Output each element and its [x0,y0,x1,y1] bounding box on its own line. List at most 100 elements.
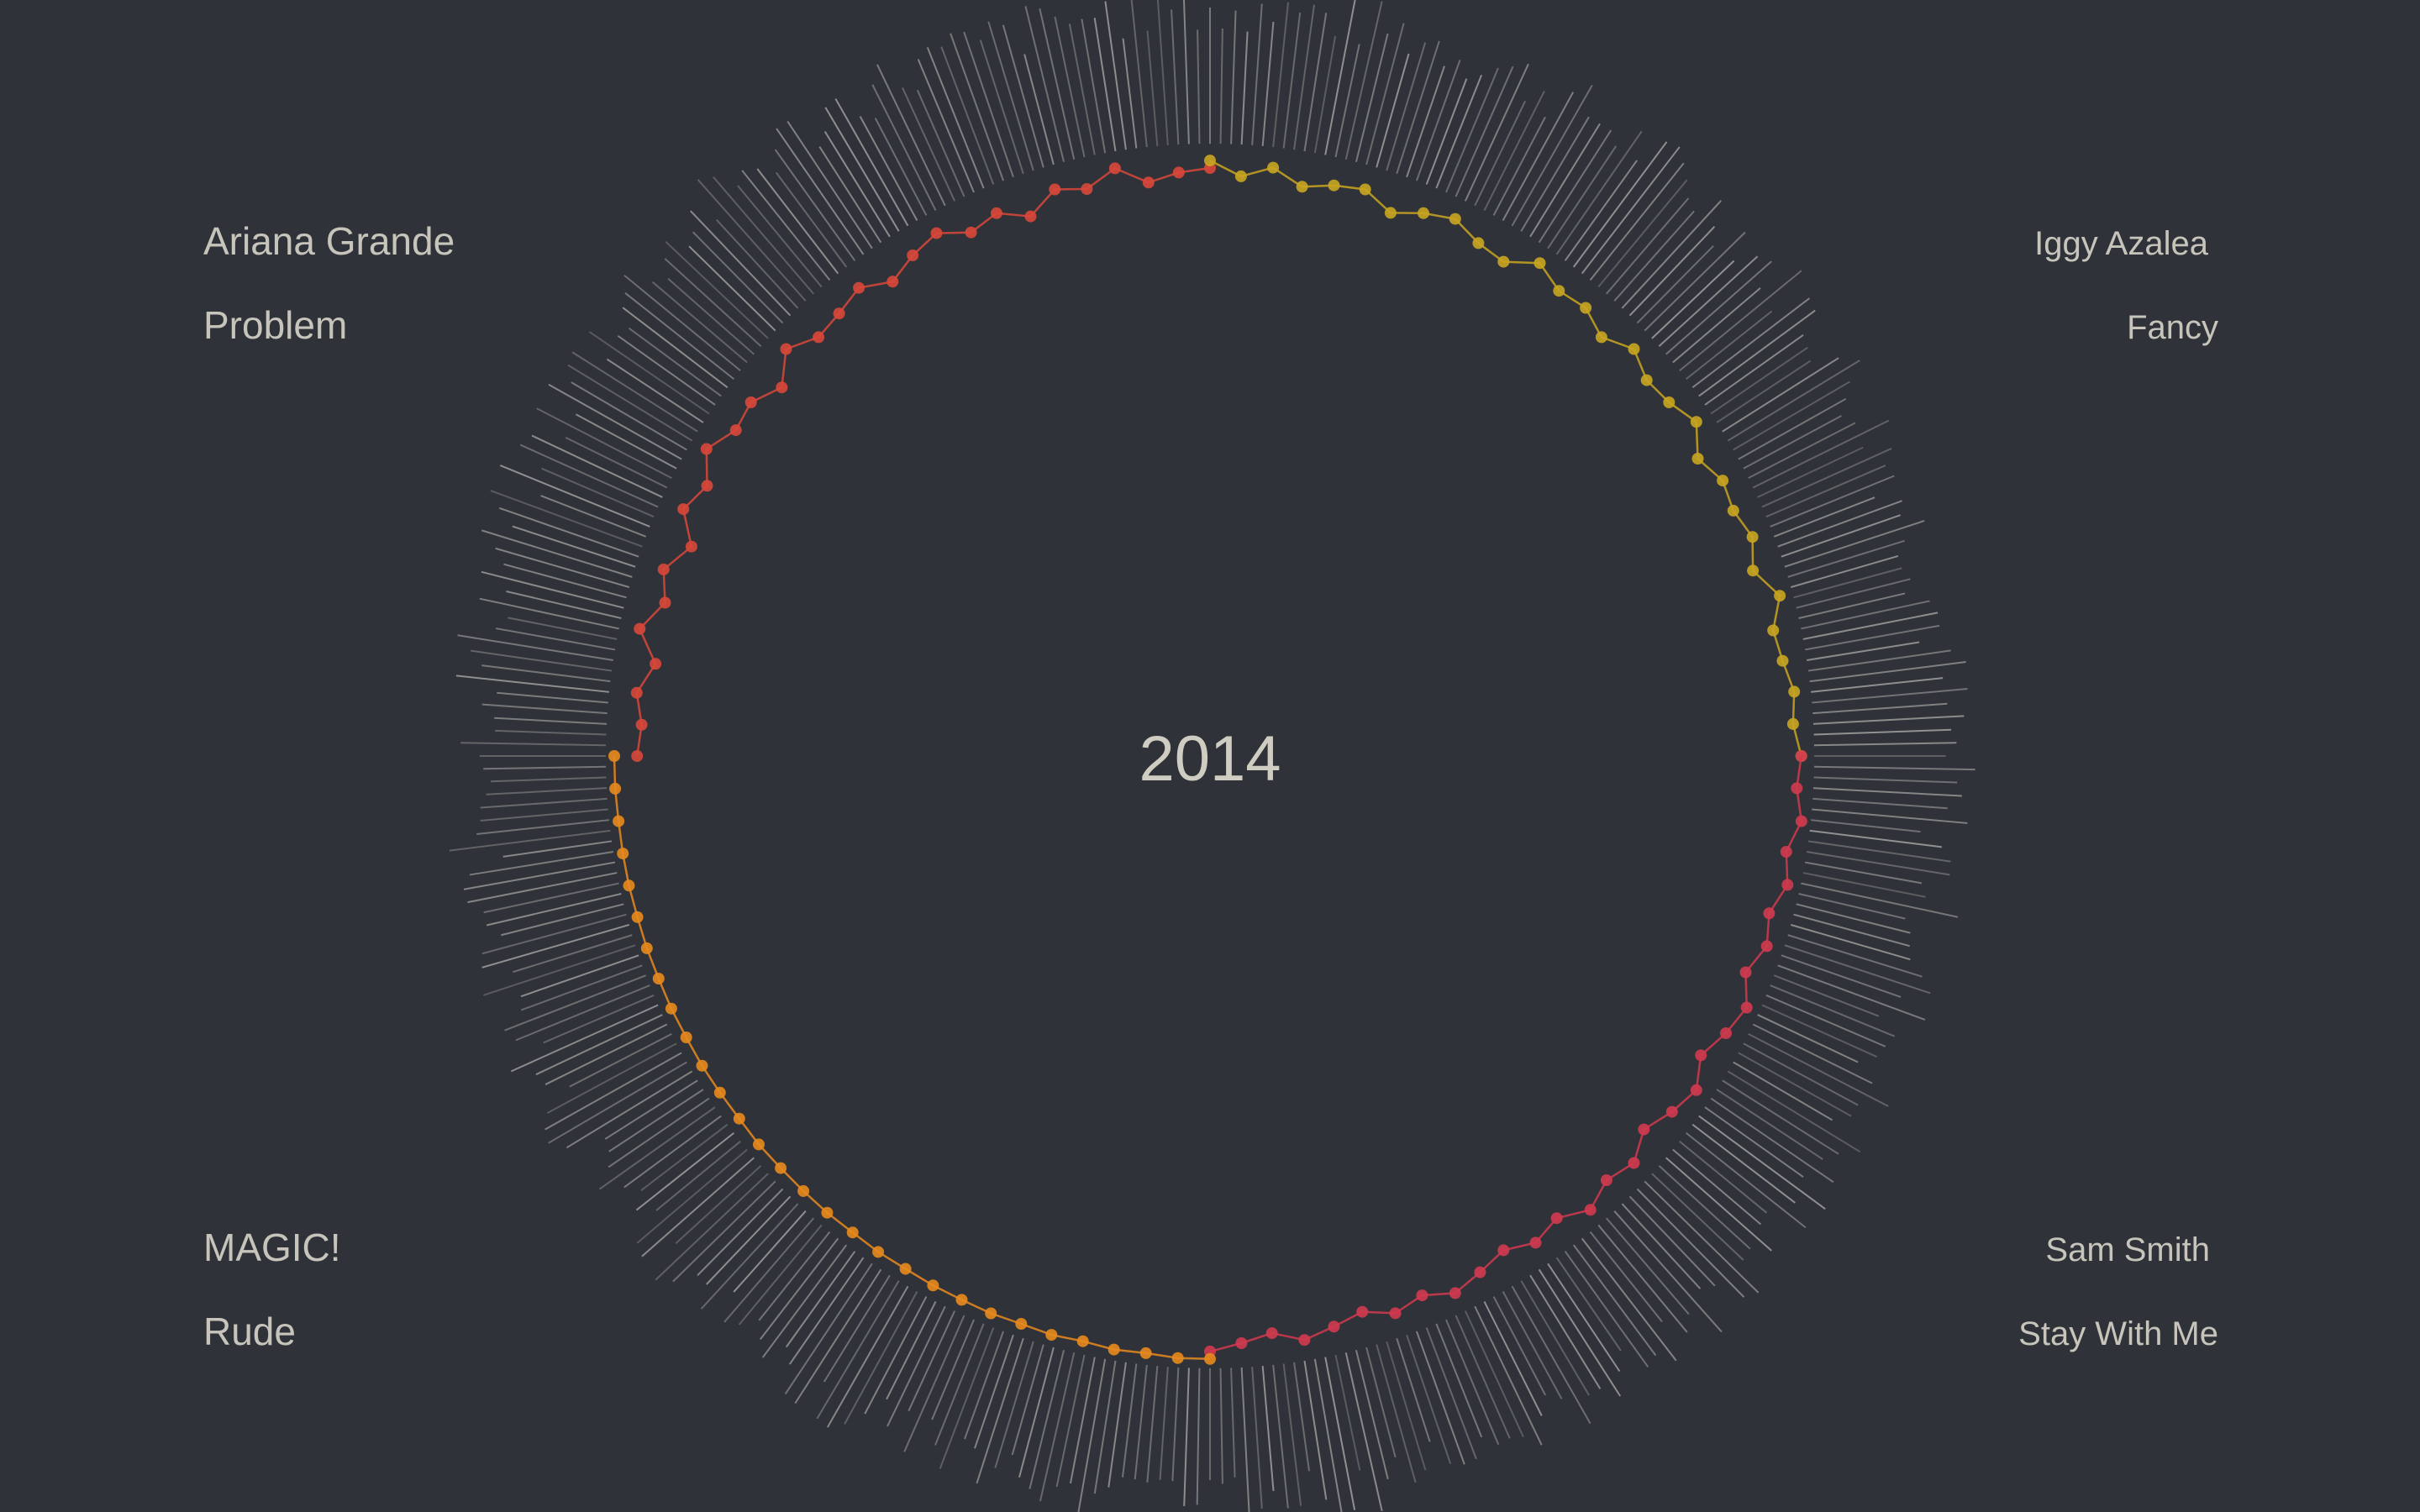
spike [1107,1362,1127,1488]
spike [1727,1070,1861,1153]
spike [1757,446,1864,498]
series-point [652,973,665,984]
spike [1765,994,1886,1047]
series-point [1416,1289,1428,1302]
spike [1722,1079,1839,1155]
spike [864,1296,928,1415]
spike [1474,100,1527,207]
spike [575,413,677,470]
spike [876,64,946,207]
spike [1613,1210,1723,1333]
spike [816,1280,900,1420]
spike [1547,145,1618,249]
spike [692,231,784,324]
spike [1445,1319,1500,1446]
spike [1464,63,1529,202]
spike [1547,1263,1621,1373]
spike [1023,54,1055,165]
spike [886,1305,946,1427]
spike [1752,1023,1873,1084]
spike [716,218,799,309]
spike [567,364,693,442]
spike [1104,1,1127,150]
spike [1069,1357,1096,1484]
spike [874,118,928,216]
series-point [1049,183,1061,196]
spike [785,1251,856,1348]
spike [1636,1188,1745,1298]
series-point [1767,624,1780,637]
series-point [1384,207,1397,219]
spike [697,179,807,302]
series-point [1389,1307,1402,1320]
spike [1722,357,1839,433]
series-point [907,249,919,261]
spike [1784,944,1931,995]
spike [1303,1360,1328,1500]
spike [480,797,608,809]
spike [1445,67,1499,193]
spike [1710,1097,1834,1184]
spike [902,87,956,202]
spike [1134,1364,1148,1480]
series-point [1235,1337,1248,1349]
spike [481,664,611,683]
spike [1813,787,1962,797]
spike [1679,1140,1768,1214]
spike [1802,872,1926,898]
spike [1813,715,1965,725]
spike [1425,1327,1477,1460]
spike [1474,1305,1543,1446]
spike [776,128,865,255]
spike [1159,1367,1169,1480]
spike [818,146,882,244]
spike [481,529,633,578]
spike [1790,923,1911,961]
series-point [613,815,625,827]
spike [1804,861,1923,885]
spike [987,21,1034,171]
spike [1230,10,1237,144]
spike [834,98,909,227]
series-point [1142,176,1155,189]
spike [1240,31,1249,145]
spike [1121,1363,1138,1478]
series-point [1267,161,1280,174]
spike [1455,66,1514,197]
series-point [1356,1305,1369,1318]
spike [483,765,607,770]
series-point [634,622,646,635]
spike [1502,92,1575,221]
series-point [1550,1212,1563,1225]
bottom-left-artist: MAGIC! [203,1226,341,1269]
series-point [1781,879,1794,891]
spike [950,33,1005,181]
spike [664,258,762,348]
spike [1511,1285,1591,1425]
spike [455,675,609,693]
spike [1691,1123,1796,1204]
spike [503,563,627,599]
series-point [833,307,845,320]
spike [1324,1357,1356,1510]
series-point [813,331,825,344]
spike [759,1237,839,1341]
spike [1813,742,1957,747]
spike [1130,0,1148,148]
top-left-title: Problem [203,303,348,347]
spike [974,1334,1014,1449]
year-label: 2014 [1139,723,1281,795]
spike [1597,1224,1688,1333]
series-point [846,1226,859,1239]
spike [655,1173,769,1281]
series-point [1695,1049,1707,1062]
series-point [1665,1105,1678,1118]
spike [824,107,900,232]
spike [623,1115,722,1189]
spike [667,277,755,355]
series-point [1584,1204,1597,1216]
spike [737,185,823,288]
spike [628,327,722,397]
spike [963,31,1014,178]
spike [1055,1354,1086,1488]
